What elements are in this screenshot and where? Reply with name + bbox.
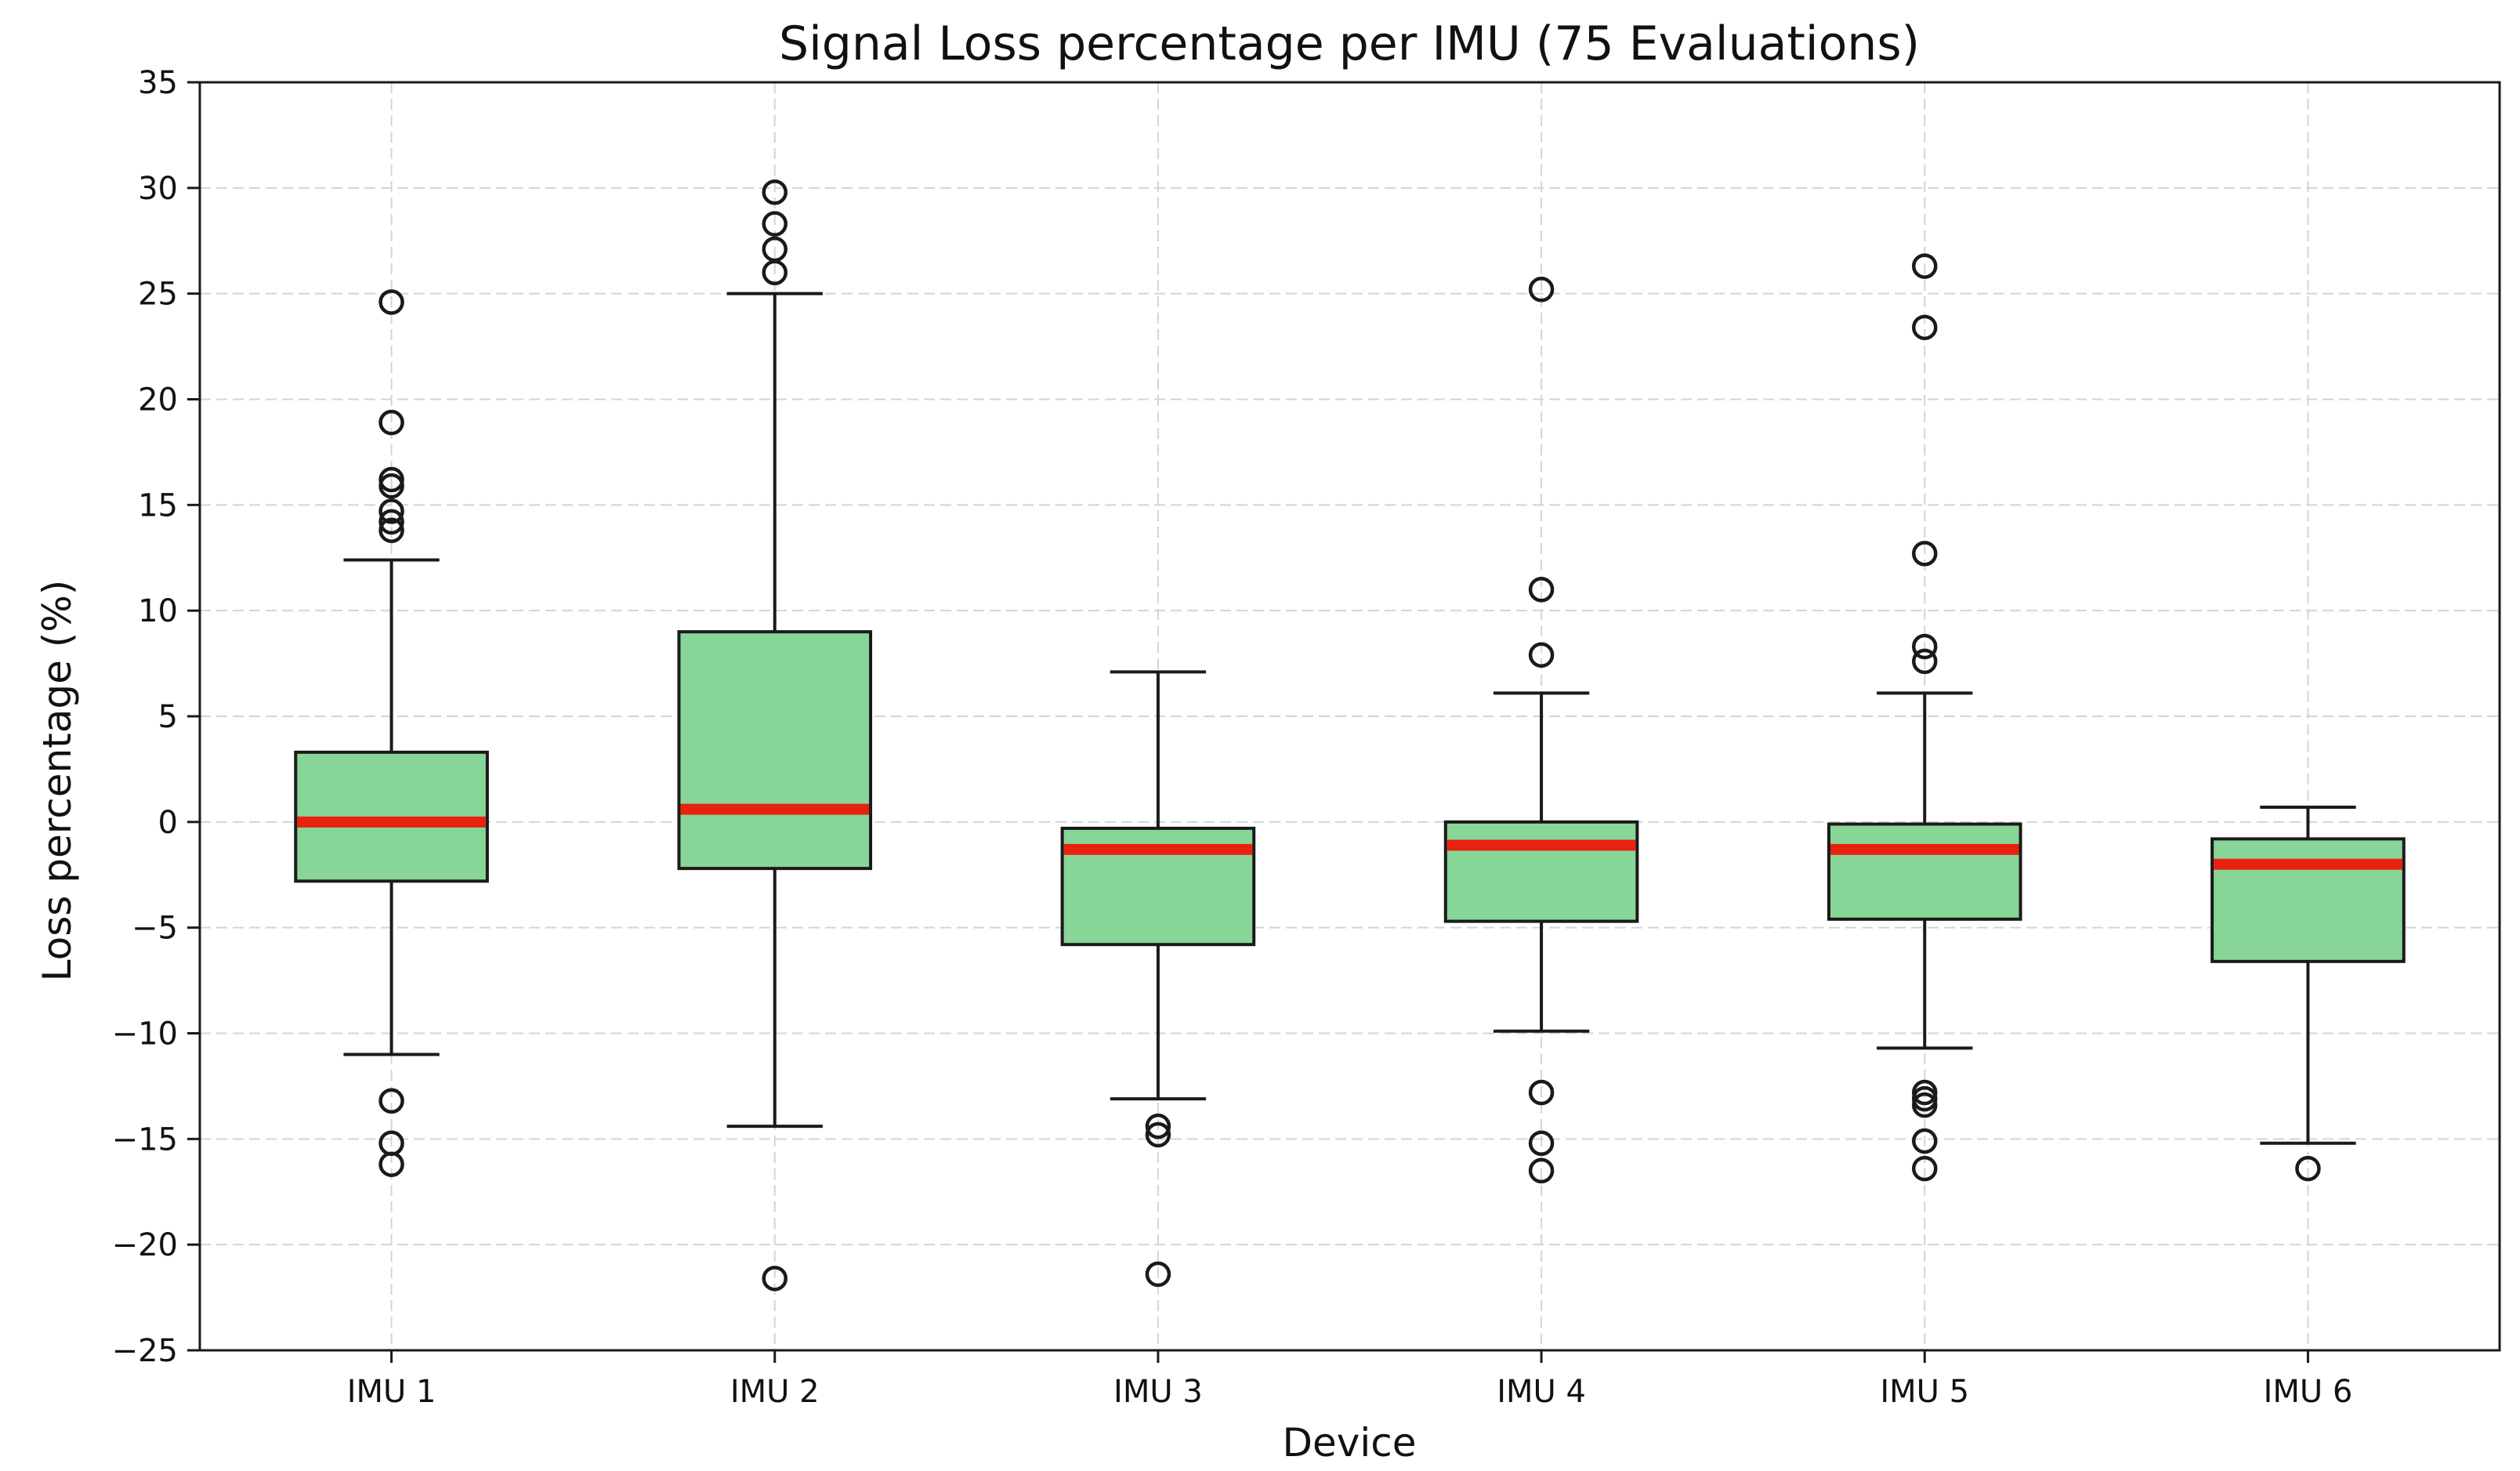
outlier-point	[1912, 1155, 1938, 1182]
outlier-point	[1528, 576, 1555, 603]
outlier-point	[378, 409, 404, 436]
box-group	[294, 289, 489, 1177]
box-group	[1827, 253, 2022, 1182]
box-group	[1443, 277, 1639, 1184]
y-axis: −25 −20 −15 −10 −5 0 5 10 15 20 25 30 35	[112, 65, 200, 1369]
x-tick-label: IMU 4	[1497, 1374, 1586, 1410]
outlier-point	[378, 509, 404, 535]
box-group	[1060, 670, 1256, 1288]
box-group	[2210, 805, 2406, 1182]
y-tick-label: −15	[112, 1121, 178, 1158]
y-tick-label: −10	[112, 1016, 178, 1053]
y-tick-label: 10	[138, 593, 178, 629]
x-tick-label: IMU 1	[347, 1374, 436, 1410]
iqr-box	[677, 630, 873, 871]
outlier-point	[1912, 314, 1938, 341]
outlier-point	[378, 473, 404, 499]
outlier-point	[1528, 277, 1555, 303]
x-axis: IMU 1 IMU 2 IMU 3 IMU 4 IMU 5 IMU 6	[347, 1350, 2353, 1410]
y-tick-label: −20	[112, 1227, 178, 1263]
outlier-point	[1528, 1079, 1555, 1106]
y-tick-label: 20	[138, 382, 178, 418]
x-tick-label: IMU 2	[730, 1374, 820, 1410]
outlier-point	[762, 259, 788, 285]
outlier-point	[1912, 253, 1938, 279]
outlier-point	[1912, 648, 1938, 675]
y-tick-label: 25	[138, 277, 178, 313]
outlier-point	[1145, 1121, 1171, 1148]
outlier-point	[762, 211, 788, 237]
outlier-point	[1528, 642, 1555, 668]
y-tick-label: 35	[138, 65, 178, 101]
outlier-point	[762, 1266, 788, 1292]
y-tick-label: 30	[138, 171, 178, 207]
outlier-point	[1528, 1130, 1555, 1156]
chart-title: Signal Loss percentage per IMU (75 Evalu…	[779, 16, 1920, 71]
outlier-point	[2295, 1155, 2321, 1182]
y-tick-label: 5	[158, 699, 178, 735]
x-tick-label: IMU 5	[1880, 1374, 1969, 1410]
outlier-point	[378, 498, 404, 524]
y-tick-label: 0	[158, 805, 178, 841]
y-tick-label: −25	[112, 1333, 178, 1369]
outlier-point	[1145, 1113, 1171, 1139]
y-tick-label: −5	[132, 911, 178, 947]
x-tick-label: IMU 6	[2264, 1374, 2353, 1410]
iqr-box	[1443, 820, 1639, 923]
iqr-box	[2210, 837, 2406, 963]
x-tick-label: IMU 3	[1113, 1374, 1203, 1410]
outlier-point	[1912, 1092, 1938, 1118]
outlier-point	[1528, 1158, 1555, 1184]
outlier-point	[378, 289, 404, 315]
y-axis-label: Loss percentage (%)	[34, 580, 80, 982]
outlier-point	[762, 179, 788, 205]
outlier-point	[378, 1151, 404, 1177]
iqr-box	[1827, 822, 2022, 921]
outlier-point	[378, 517, 404, 543]
boxes-layer	[294, 179, 2406, 1292]
x-axis-label: Device	[1283, 1420, 1417, 1466]
box-group	[677, 179, 873, 1292]
outlier-point	[1912, 1128, 1938, 1154]
outlier-point	[1912, 633, 1938, 660]
outlier-point	[1145, 1261, 1171, 1288]
outlier-point	[378, 1088, 404, 1114]
y-tick-label: 15	[138, 487, 178, 524]
outlier-point	[1912, 541, 1938, 567]
